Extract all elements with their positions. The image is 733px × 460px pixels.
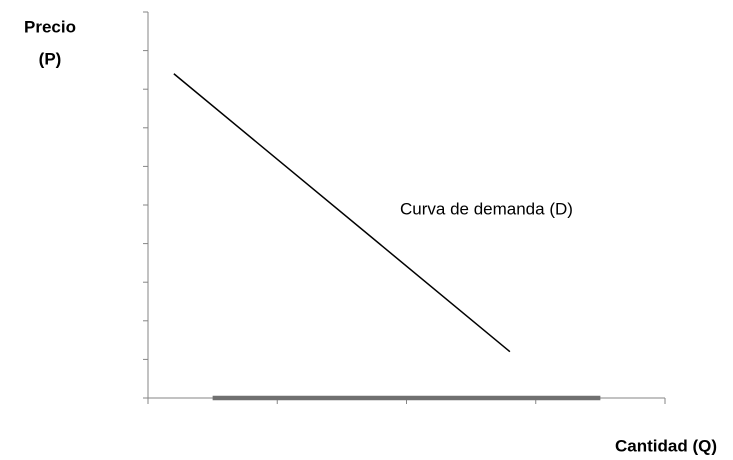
series-line	[173, 73, 511, 353]
y-axis-label: Precio	[24, 17, 76, 36]
y-axis-label: (P)	[39, 49, 62, 68]
annotation: Curva de demanda (D)	[400, 199, 573, 218]
x-axis-label: Cantidad (Q)	[615, 436, 717, 455]
